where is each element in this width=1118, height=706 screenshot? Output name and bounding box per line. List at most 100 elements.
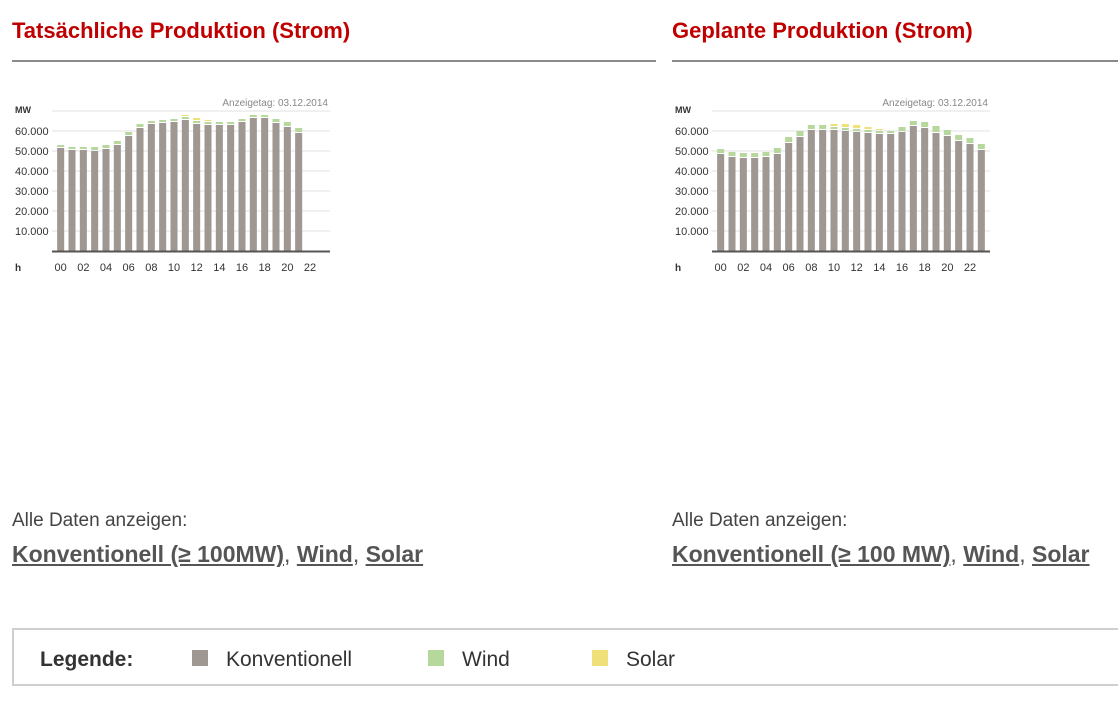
bar-konventionell	[159, 123, 167, 251]
y-tick-label: 30.000	[675, 186, 709, 198]
bar-konventionell	[238, 122, 246, 251]
bar-wind	[204, 122, 212, 124]
bar-konventionell	[283, 127, 291, 251]
bar-wind	[887, 131, 895, 133]
bar-konventionell	[909, 126, 917, 251]
bar-wind	[841, 128, 849, 130]
legend-label: Wind	[462, 648, 510, 671]
y-tick-label: 10.000	[15, 226, 49, 238]
bar-wind	[977, 144, 985, 149]
x-tick-label: 02	[77, 262, 89, 274]
link-solar[interactable]: Solar	[1031, 541, 1090, 567]
legend-title: Legende:	[40, 648, 134, 671]
bar-wind	[717, 149, 725, 153]
bar-wind	[79, 147, 87, 149]
bar-wind	[147, 121, 155, 123]
bar-konventionell	[215, 125, 223, 251]
bar-konventionell	[717, 154, 725, 251]
bar-konventionell	[170, 122, 178, 251]
x-tick-label: 14	[873, 262, 885, 274]
bar-solar	[841, 124, 849, 127]
bar-wind	[728, 152, 736, 156]
bar-konventionell	[79, 150, 87, 251]
x-tick-label: 16	[236, 262, 248, 274]
bar-wind	[68, 147, 76, 149]
y-tick-label: 30.000	[15, 186, 49, 198]
bar-wind	[898, 127, 906, 131]
x-tick-label: 08	[805, 262, 817, 274]
x-axis-label: h	[15, 263, 21, 274]
x-tick-label: 14	[213, 262, 225, 274]
bar-wind	[875, 131, 883, 133]
bar-wind	[807, 125, 815, 129]
show-all-data-label: Alle Daten anzeigen:	[12, 510, 188, 531]
bar-konventionell	[272, 123, 280, 251]
link-wind[interactable]: Wind	[963, 541, 1020, 567]
bar-konventionell	[932, 133, 940, 251]
link-solar[interactable]: Solar	[365, 541, 424, 567]
title-divider	[12, 60, 656, 62]
bar-konventionell	[295, 133, 303, 251]
bar-wind	[966, 138, 974, 143]
title-divider	[672, 60, 1118, 62]
bar-konventionell	[762, 157, 770, 251]
bar-konventionell	[943, 136, 951, 251]
bar-konventionell	[864, 133, 872, 251]
bar-wind	[762, 152, 770, 156]
bar-solar	[193, 118, 201, 120]
x-tick-label: 08	[145, 262, 157, 274]
bar-konventionell	[785, 143, 793, 251]
bar-konventionell	[193, 124, 201, 251]
x-tick-label: 22	[304, 262, 316, 274]
bar-konventionell	[125, 136, 133, 251]
chart-date-annotation: Anzeigetag: 03.12.2014	[882, 98, 988, 109]
bar-konventionell	[751, 158, 759, 251]
bar-konventionell	[147, 124, 155, 251]
bar-wind	[102, 145, 110, 148]
bar-konventionell	[181, 120, 189, 251]
x-tick-label: 20	[281, 262, 293, 274]
x-tick-label: 10	[828, 262, 840, 274]
bar-konventionell	[204, 125, 212, 251]
link-konventionell[interactable]: Konventionell (≥ 100 MW)	[672, 541, 951, 567]
legend-swatch-wind	[428, 650, 444, 667]
y-axis-label: MW	[15, 105, 31, 115]
x-axis-label: h	[675, 263, 681, 274]
y-tick-label: 50.000	[675, 146, 709, 158]
bar-wind	[739, 153, 747, 157]
planned-production-chart: 10.000 20.000 30.000 40.000 50.000 60.000 MW An…	[675, 98, 990, 274]
x-tick-label: 04	[760, 262, 772, 274]
bar-wind	[909, 121, 917, 125]
bar-wind	[136, 124, 144, 127]
y-tick-label: 10.000	[675, 226, 709, 238]
bar-wind	[181, 117, 189, 119]
bar-konventionell	[57, 148, 65, 251]
legend-label: Solar	[626, 648, 676, 671]
actual-production-title: Tatsächliche Produktion (Strom)	[12, 18, 351, 43]
y-tick-label: 60.000	[675, 126, 709, 138]
bar-wind	[215, 122, 223, 124]
bar-konventionell	[227, 125, 235, 251]
bar-konventionell	[819, 130, 827, 251]
y-tick-label: 50.000	[15, 146, 49, 158]
bar-konventionell	[261, 118, 269, 251]
y-tick-label: 20.000	[15, 206, 49, 218]
bar-konventionell	[966, 144, 974, 251]
link-wind[interactable]: Wind	[296, 541, 353, 567]
bar-wind	[91, 147, 99, 150]
x-tick-label: 00	[55, 262, 67, 274]
bar-wind	[830, 127, 838, 129]
bar-konventionell	[728, 157, 736, 251]
legend-item-wind: Wind	[428, 648, 510, 672]
bar-solar	[864, 127, 872, 129]
bar-wind	[261, 115, 269, 117]
link-konventionell[interactable]: Konventionell (≥ 100MW)	[12, 541, 285, 567]
bar-konventionell	[102, 149, 110, 251]
bar-wind	[113, 141, 121, 144]
bar-konventionell	[113, 145, 121, 251]
bar-wind	[819, 125, 827, 129]
bar-konventionell	[853, 132, 861, 251]
bar-konventionell	[875, 134, 883, 251]
bar-konventionell	[921, 128, 929, 251]
bar-wind	[283, 122, 291, 126]
